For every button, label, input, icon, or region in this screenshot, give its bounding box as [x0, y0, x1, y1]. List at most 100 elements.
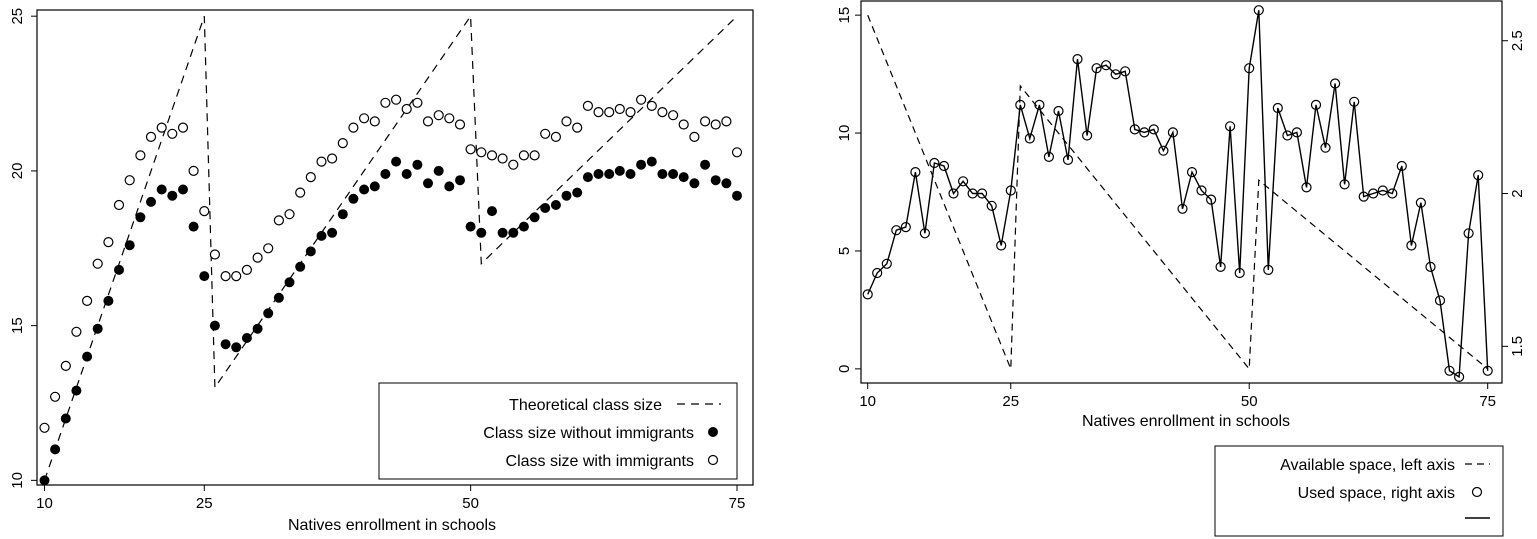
- point-with-immigrants: [199, 206, 210, 217]
- x-tick-label: 10: [859, 393, 876, 410]
- y-tick-label: 20: [9, 163, 26, 180]
- used-space-point: [1387, 188, 1398, 199]
- point-without-immigrants: [412, 159, 423, 170]
- point-with-immigrants: [156, 122, 167, 133]
- used-space-point: [1282, 130, 1293, 141]
- point-with-immigrants: [476, 147, 487, 158]
- used-space-point: [1081, 130, 1093, 141]
- used-space-point: [1463, 228, 1474, 239]
- used-space-point: [872, 267, 883, 279]
- point-without-immigrants: [529, 212, 540, 223]
- legend-hollow-circle-icon: [707, 454, 719, 466]
- point-without-immigrants: [209, 320, 220, 331]
- point-with-immigrants: [486, 150, 498, 161]
- left-legend-box: [378, 382, 738, 480]
- used-space-point: [1368, 188, 1379, 199]
- x-tick-label: 25: [1002, 393, 1019, 410]
- point-with-immigrants: [241, 264, 252, 275]
- x-tick-label: 75: [729, 495, 746, 512]
- point-without-immigrants: [39, 475, 50, 486]
- left-plot-frame: [36, 9, 754, 486]
- point-without-immigrants: [593, 169, 604, 179]
- point-with-immigrants: [422, 116, 434, 127]
- point-without-immigrants: [636, 159, 647, 170]
- used-space-point: [1272, 102, 1283, 114]
- point-without-immigrants: [50, 444, 61, 455]
- left-series: [39, 14, 743, 486]
- point-without-immigrants: [732, 190, 742, 201]
- point-with-immigrants: [369, 116, 380, 127]
- used-space-point: [1482, 365, 1493, 376]
- point-without-immigrants: [572, 187, 583, 198]
- used-space-point: [1406, 240, 1417, 251]
- used-space-point: [1167, 127, 1179, 138]
- point-with-immigrants: [689, 131, 700, 142]
- used-space-point: [1339, 179, 1350, 190]
- point-without-immigrants: [721, 178, 732, 189]
- x-tick-label: 75: [1479, 393, 1496, 410]
- right-plot-frame: [860, 0, 1503, 384]
- point-without-immigrants: [561, 190, 572, 201]
- y-tick-label: 10: [836, 125, 853, 142]
- y2-tick-label: 1.5: [1509, 336, 1526, 357]
- point-with-immigrants: [71, 326, 82, 337]
- used-space-point: [1358, 191, 1369, 202]
- point-without-immigrants: [508, 227, 519, 238]
- right-series: [862, 5, 1493, 382]
- point-without-immigrants: [444, 181, 455, 192]
- point-without-immigrants: [337, 209, 348, 220]
- x-tick-label: 10: [36, 495, 53, 512]
- used-space-point: [1129, 124, 1140, 135]
- point-with-immigrants: [529, 150, 540, 161]
- point-with-immigrants: [657, 106, 668, 118]
- used-space-point: [1377, 185, 1388, 196]
- point-without-immigrants: [614, 165, 625, 176]
- point-with-immigrants: [60, 360, 71, 371]
- used-space-line: [867, 10, 1489, 379]
- point-without-immigrants: [518, 221, 529, 232]
- used-space-point: [1320, 142, 1331, 153]
- used-space-point: [1177, 203, 1188, 214]
- used-space-point: [1015, 99, 1026, 111]
- x-tick-label: 50: [1241, 393, 1258, 410]
- point-with-immigrants: [177, 122, 189, 133]
- point-without-immigrants: [327, 227, 338, 238]
- used-space-point: [986, 200, 997, 211]
- y-tick-label: 15: [9, 317, 26, 334]
- point-with-immigrants: [508, 159, 519, 170]
- used-space-point: [1444, 365, 1455, 376]
- x-tick-label: 25: [196, 495, 213, 512]
- used-space-point: [948, 188, 959, 199]
- point-with-immigrants: [721, 116, 732, 127]
- legend-filled-circle-icon: [708, 427, 718, 437]
- y2-tick-label: 2: [1509, 189, 1526, 197]
- used-space-point: [1005, 185, 1016, 196]
- point-without-immigrants: [188, 221, 199, 232]
- point-without-immigrants: [465, 221, 476, 232]
- point-with-immigrants: [593, 106, 604, 118]
- point-without-immigrants: [401, 169, 412, 179]
- point-with-immigrants: [433, 110, 444, 121]
- y-tick-label: 15: [836, 7, 853, 24]
- used-space-point: [1148, 124, 1159, 135]
- used-space-point: [1062, 154, 1074, 165]
- point-without-immigrants: [710, 175, 721, 186]
- y-tick-label: 5: [836, 247, 853, 255]
- point-with-immigrants: [263, 243, 274, 254]
- point-without-immigrants: [646, 156, 657, 167]
- point-with-immigrants: [454, 119, 466, 130]
- used-space-point: [1329, 78, 1341, 89]
- point-without-immigrants: [92, 323, 103, 334]
- used-space-point: [1310, 99, 1322, 111]
- used-space-point: [1291, 127, 1303, 138]
- left-chart: 10 15 20 25 10 25 50 75 Natives enrollment in …: [9, 8, 754, 534]
- right-right-y-axis: 1.5 2 2.5: [1502, 30, 1526, 357]
- point-without-immigrants: [82, 351, 93, 362]
- point-with-immigrants: [380, 97, 391, 108]
- used-space-point: [1434, 295, 1446, 306]
- point-with-immigrants: [252, 252, 263, 263]
- point-with-immigrants: [646, 100, 657, 112]
- used-space-point: [1301, 182, 1312, 193]
- point-with-immigrants: [209, 249, 220, 260]
- legend-label-without-immigrants: Class size without immigrants: [483, 425, 694, 442]
